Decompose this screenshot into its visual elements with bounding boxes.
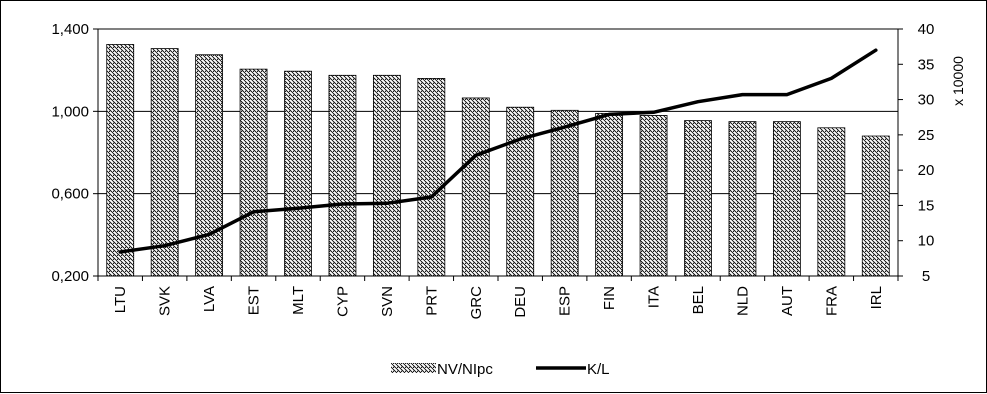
- left-tick-label: 0,200: [51, 268, 89, 285]
- category-label: IRL: [868, 286, 885, 309]
- category-label: ITA: [646, 286, 663, 308]
- right-tick-label: 35: [918, 56, 935, 73]
- right-axis-ticks: 5 10 15 20 25 30 35 40: [898, 21, 934, 285]
- bar: [328, 74, 357, 277]
- category-label: GRC: [468, 286, 485, 320]
- category-label: MLT: [290, 286, 307, 315]
- category-label: NLD: [734, 286, 751, 316]
- line-series: [118, 48, 878, 254]
- bar: [861, 135, 890, 277]
- bar-series: [106, 44, 890, 277]
- bar: [461, 97, 490, 277]
- bar: [417, 78, 446, 277]
- bar: [506, 106, 535, 277]
- bar: [372, 74, 401, 277]
- right-axis-title: x 10000: [950, 56, 966, 106]
- bar: [817, 127, 846, 277]
- category-label: AUT: [779, 286, 796, 316]
- bar: [195, 54, 224, 277]
- bar: [284, 70, 312, 277]
- category-label: SVK: [157, 286, 174, 316]
- bar: [728, 121, 757, 277]
- left-axis-ticks: 0,200 0,600 1,000 1,400: [51, 21, 98, 285]
- bar: [684, 120, 712, 277]
- category-label: ESP: [557, 286, 574, 316]
- bar: [239, 68, 268, 277]
- legend: NV/NIpc K/L: [391, 361, 610, 378]
- right-tick-label: 25: [918, 127, 935, 144]
- category-label: EST: [246, 286, 263, 315]
- category-label: LTU: [112, 286, 129, 313]
- bar: [106, 44, 135, 277]
- bar: [550, 109, 579, 277]
- category-label: BEL: [690, 286, 707, 314]
- category-labels: LTU SVK LVA EST MLT CYP SVN PRT GRC DEU ESP FIN ITA B…: [97, 276, 899, 320]
- grid-lines: [98, 110, 898, 195]
- category-label: FIN: [601, 286, 618, 310]
- bar: [150, 48, 179, 277]
- category-label: PRT: [423, 286, 440, 316]
- bar: [639, 115, 668, 277]
- category-label: FRA: [823, 286, 840, 316]
- left-tick-label: 1,400: [51, 21, 89, 38]
- bar: [595, 112, 624, 277]
- category-label: SVN: [379, 286, 396, 317]
- right-tick-label: 30: [918, 92, 935, 109]
- line-k-l: [118, 48, 878, 254]
- right-tick-label: 40: [918, 21, 935, 38]
- legend-swatch-bar: [391, 363, 436, 373]
- bar: [772, 121, 801, 277]
- right-tick-label: 10: [918, 233, 935, 250]
- legend-label-bar: NV/NIpc: [437, 361, 493, 378]
- category-label: CYP: [334, 286, 351, 317]
- left-tick-label: 0,600: [51, 186, 89, 203]
- right-tick-label: 5: [922, 268, 930, 285]
- left-tick-label: 1,000: [51, 103, 89, 120]
- category-label: DEU: [512, 286, 529, 318]
- legend-label-line: K/L: [587, 361, 610, 378]
- right-tick-label: 15: [918, 197, 935, 214]
- right-tick-label: 20: [918, 162, 935, 179]
- category-label: LVA: [201, 286, 218, 312]
